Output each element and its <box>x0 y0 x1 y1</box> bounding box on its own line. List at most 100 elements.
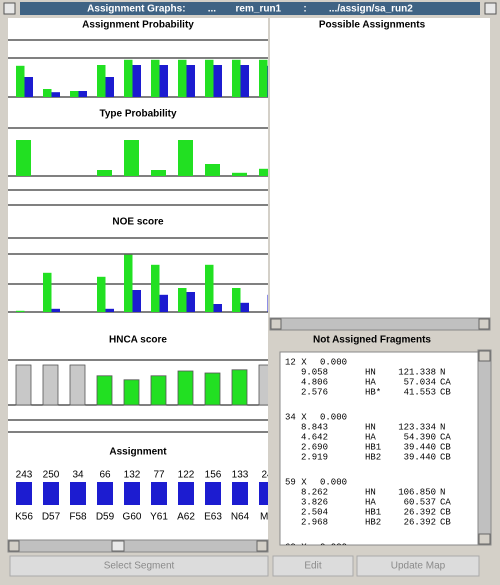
residue-box <box>232 482 248 505</box>
h-scrollbar[interactable] <box>269 317 491 331</box>
bar <box>42 364 59 406</box>
chart-title: NOE score <box>112 217 164 228</box>
shift-cell: HB2 <box>365 517 381 527</box>
bar <box>204 372 221 406</box>
shift-cell: N <box>440 422 445 432</box>
update-map-button[interactable] <box>356 555 480 577</box>
h-scrollbar[interactable] <box>7 539 269 553</box>
shift-cell: HA <box>365 377 376 387</box>
shift-cell: HN <box>365 422 376 432</box>
bar <box>151 59 160 97</box>
edit-button[interactable] <box>272 555 354 577</box>
bar <box>51 308 60 312</box>
fragment-score: 0.000 <box>320 412 347 422</box>
bar <box>151 264 160 312</box>
bar <box>124 254 133 312</box>
bar <box>232 172 247 176</box>
count-label: 250 <box>43 470 60 481</box>
bar <box>43 89 52 97</box>
bar <box>124 59 133 97</box>
scroll-down[interactable] <box>478 533 491 545</box>
bar <box>231 369 248 406</box>
shift-cell: 2.576 <box>301 387 328 397</box>
residue-label: Y61 <box>150 512 168 523</box>
shift-cell: CB <box>440 387 451 397</box>
select-segment-button[interactable] <box>9 555 269 577</box>
scroll-left[interactable] <box>8 540 20 552</box>
bar <box>97 65 106 97</box>
bar <box>97 276 106 312</box>
chart-title: Assignment <box>109 447 167 458</box>
bar <box>232 288 241 312</box>
bar <box>178 288 187 312</box>
bar <box>16 140 31 176</box>
close-button[interactable] <box>484 2 497 15</box>
bar <box>43 272 52 312</box>
scroll-left[interactable] <box>270 318 282 330</box>
residue-label: M6 <box>260 512 274 523</box>
shift-cell: 4.642 <box>301 432 328 442</box>
residue-box <box>70 482 86 505</box>
shift-cell: HA <box>365 432 376 442</box>
bar <box>186 292 195 312</box>
bar <box>70 91 79 97</box>
residue-label: G60 <box>123 512 142 523</box>
bar <box>240 65 249 97</box>
scroll-thumb[interactable] <box>111 540 125 552</box>
bar <box>240 302 249 312</box>
panel-title: Possible Assignments <box>319 20 426 31</box>
shift-cell: CB <box>440 517 451 527</box>
residue-box <box>151 482 167 505</box>
button-label: Select Segment <box>104 561 175 572</box>
v-scrollbar[interactable] <box>477 349 492 546</box>
bar <box>205 59 214 97</box>
bar <box>159 294 168 312</box>
residue-label: F58 <box>69 512 87 523</box>
bar <box>267 294 268 312</box>
fragment-id: 12 X <box>285 357 307 367</box>
residue-box <box>205 482 221 505</box>
bar <box>178 140 193 176</box>
shift-cell: CB <box>440 507 451 517</box>
bar <box>177 370 194 406</box>
count-label: 243 <box>16 470 33 481</box>
bar <box>105 308 114 312</box>
count-label: 34 <box>72 470 84 481</box>
bar <box>69 364 86 406</box>
shift-cell: 60.537 <box>404 497 436 507</box>
residue-label: D59 <box>96 512 115 523</box>
bar <box>150 375 167 406</box>
residue-label: D57 <box>42 512 61 523</box>
bar <box>16 310 25 312</box>
window-menu-button[interactable] <box>3 2 16 15</box>
bar <box>259 168 268 176</box>
bar <box>123 379 140 406</box>
scroll-up[interactable] <box>478 350 491 362</box>
shift-cell: 39.440 <box>404 452 436 462</box>
scroll-right[interactable] <box>478 318 490 330</box>
shift-cell: 26.392 <box>404 507 436 517</box>
shift-cell: N <box>440 367 445 377</box>
scroll-right[interactable] <box>256 540 268 552</box>
residue-label: N64 <box>231 512 250 523</box>
shift-cell: 8.262 <box>301 487 328 497</box>
residue-box <box>97 482 113 505</box>
residue-box <box>178 482 194 505</box>
shift-cell: 123.334 <box>398 422 436 432</box>
shift-cell: 41.553 <box>404 387 436 397</box>
title-bar <box>20 2 480 15</box>
shift-cell: 2.968 <box>301 517 328 527</box>
bar <box>124 140 139 176</box>
chart-title: Assignment Probability <box>82 20 194 31</box>
shift-cell: HN <box>365 487 376 497</box>
residue-label: K56 <box>15 512 33 523</box>
shift-cell: 57.034 <box>404 377 436 387</box>
fragment-score: 0.000 <box>320 477 347 487</box>
bar <box>258 364 268 406</box>
shift-cell: HB1 <box>365 442 381 452</box>
bar <box>132 65 141 97</box>
shift-cell: HB1 <box>365 507 381 517</box>
panel-title: Not Assigned Fragments <box>313 335 431 346</box>
shift-cell: CA <box>440 377 451 387</box>
fragment-id: 59 X <box>285 477 307 487</box>
